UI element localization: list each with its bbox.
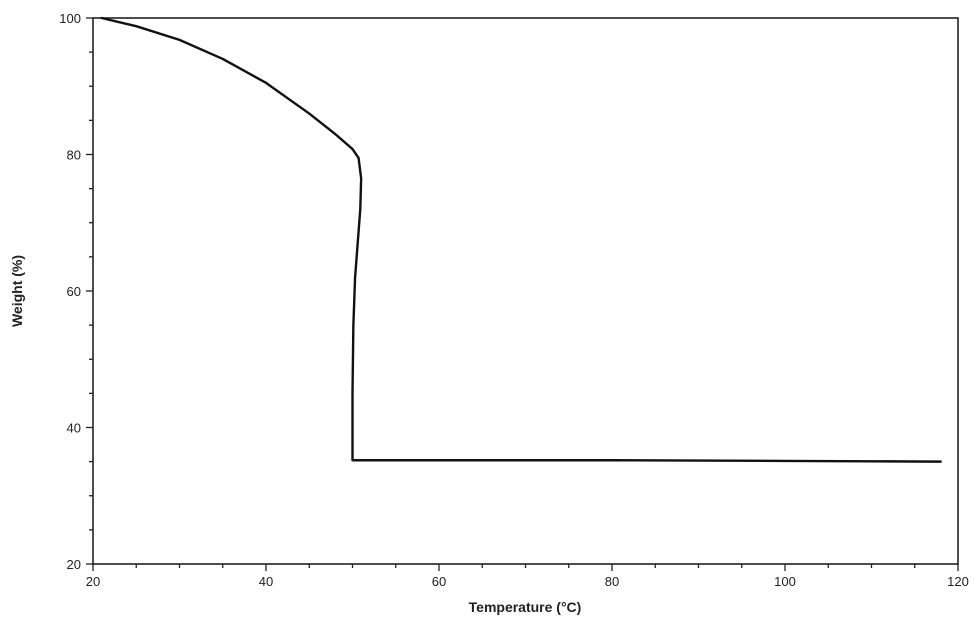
x-tick-label: 20 <box>86 574 100 589</box>
tick-labels: 20 40 60 80 100 120 20 40 60 80 100 <box>59 11 969 589</box>
y-tick-label: 40 <box>67 421 81 436</box>
x-tick-label: 100 <box>774 574 796 589</box>
x-tick-label: 60 <box>432 574 446 589</box>
axis-ticks <box>86 17 959 571</box>
x-tick-label: 80 <box>605 574 619 589</box>
y-tick-label: 60 <box>67 284 81 299</box>
y-tick-label: 20 <box>67 557 81 572</box>
x-tick-label: 120 <box>947 574 969 589</box>
x-tick-label: 40 <box>259 574 273 589</box>
y-axis-title: Weight (%) <box>9 255 25 327</box>
x-axis-title: Temperature (°C) <box>469 599 582 615</box>
plot-frame <box>92 17 959 565</box>
series-line <box>100 16 942 463</box>
y-tick-label: 100 <box>59 11 81 26</box>
y-tick-label: 80 <box>67 148 81 163</box>
